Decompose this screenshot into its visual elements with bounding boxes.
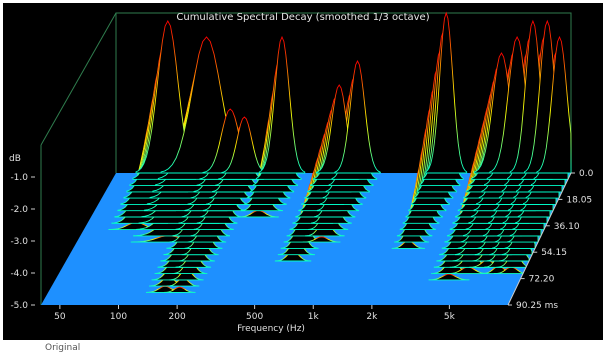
footer-label: Original: [45, 343, 81, 353]
x-tick-2k: 2k: [366, 312, 378, 322]
time-axis-line: [507, 172, 572, 306]
x-tick-200: 200: [169, 312, 186, 322]
decay-slice-6-t11: [302, 236, 341, 243]
decay-slice-7-t0: [425, 11, 468, 174]
y-tick--3.0: -3.0: [10, 237, 28, 247]
time-tick-0.0: 0.0: [579, 169, 594, 179]
decay-slice-6-t0: [334, 59, 381, 174]
x-axis: 50 100 200 500 1k 2k 5k: [54, 305, 456, 322]
y-tick--4.0: -4.0: [10, 269, 28, 279]
y-tick--1.0: -1.0: [10, 173, 28, 183]
waterfall-chart: -1.0 -2.0 -3.0 -4.0 -5.0 50 100 200 500 1k 2k 5k 0…: [9, 11, 594, 334]
x-tick-500: 500: [246, 312, 263, 322]
back-frame: [40, 12, 572, 305]
chart-title: Cumulative Spectral Decay (smoothed 1/3 …: [176, 12, 429, 23]
time-tick-72.20: 72.20: [529, 275, 555, 285]
decay-slice-8-t17: [428, 273, 470, 281]
time-tick-36.10: 36.10: [554, 222, 580, 232]
side-wall-edge: [40, 12, 117, 146]
time-tick-54.15: 54.15: [541, 248, 567, 258]
y-tick--2.0: -2.0: [10, 205, 28, 215]
decay-slice-4-t0: [258, 35, 306, 174]
y-tick--5.0: -5.0: [10, 301, 28, 311]
x-tick-50: 50: [54, 312, 66, 322]
y-axis-label: dB: [9, 154, 21, 164]
x-tick-100: 100: [110, 312, 127, 322]
x-tick-1k: 1k: [308, 312, 320, 322]
plot-area: -1.0 -2.0 -3.0 -4.0 -5.0 50 100 200 500 1k 2k 5k 0…: [3, 3, 603, 340]
y-axis: -1.0 -2.0 -3.0 -4.0 -5.0: [10, 169, 35, 311]
decay-slice-3-t19: [163, 286, 196, 293]
x-tick-5k: 5k: [444, 312, 456, 322]
decay-slice-12-t0: [536, 35, 572, 174]
back-wall-outline: [115, 12, 572, 173]
time-axis: 0.0 18.05 36.10 54.15 72.20 90.25 ms: [507, 169, 594, 311]
time-tick-90.25 ms: 90.25 ms: [516, 301, 558, 311]
time-tick-18.05: 18.05: [566, 195, 592, 205]
decay-slices: [108, 11, 572, 293]
x-axis-label: Frequency (Hz): [237, 324, 305, 334]
